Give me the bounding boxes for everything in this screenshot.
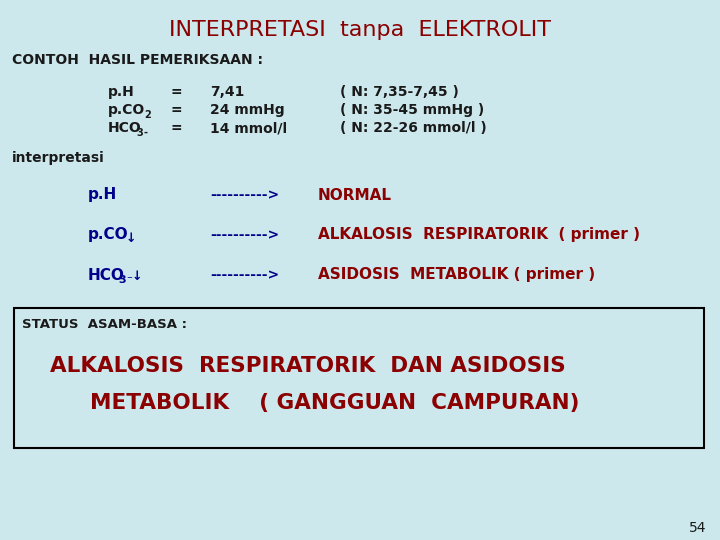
Text: ALKALOSIS  RESPIRATORIK  DAN ASIDOSIS: ALKALOSIS RESPIRATORIK DAN ASIDOSIS: [50, 356, 566, 376]
Text: interpretasi: interpretasi: [12, 151, 104, 165]
Text: CONTOH  HASIL PEMERIKSAAN :: CONTOH HASIL PEMERIKSAAN :: [12, 53, 263, 67]
Text: ALKALOSIS  RESPIRATORIK  ( primer ): ALKALOSIS RESPIRATORIK ( primer ): [318, 227, 640, 242]
Text: METABOLIK    ( GANGGUAN  CAMPURAN): METABOLIK ( GANGGUAN CAMPURAN): [90, 393, 580, 413]
Text: p.H: p.H: [108, 85, 135, 99]
Text: ---------->: ---------->: [210, 188, 279, 202]
Text: 3: 3: [136, 128, 143, 138]
Text: HCO: HCO: [88, 267, 125, 282]
Text: ( N: 22-26 mmol/l ): ( N: 22-26 mmol/l ): [340, 121, 487, 135]
Text: =: =: [170, 103, 181, 117]
Text: INTERPRETASI  tanpa  ELEKTROLIT: INTERPRETASI tanpa ELEKTROLIT: [169, 20, 551, 40]
Text: p.H: p.H: [88, 187, 117, 202]
Text: p.CO: p.CO: [88, 227, 129, 242]
Text: 7,41: 7,41: [210, 85, 244, 99]
Text: ASIDOSIS  METABOLIK ( primer ): ASIDOSIS METABOLIK ( primer ): [318, 267, 595, 282]
Text: 3: 3: [118, 275, 125, 285]
Text: p.CO: p.CO: [108, 103, 145, 117]
Text: 2: 2: [144, 110, 150, 120]
Text: HCO: HCO: [108, 121, 142, 135]
Text: =: =: [170, 121, 181, 135]
Text: ↓: ↓: [132, 271, 143, 284]
Text: ↓: ↓: [126, 233, 137, 246]
Text: ---------->: ---------->: [210, 268, 279, 282]
Text: 54: 54: [688, 521, 706, 535]
Text: ( N: 7,35-7,45 ): ( N: 7,35-7,45 ): [340, 85, 459, 99]
FancyBboxPatch shape: [14, 308, 704, 448]
Text: ⁻: ⁻: [126, 275, 132, 285]
Text: -: -: [144, 128, 148, 138]
Text: STATUS  ASAM-BASA :: STATUS ASAM-BASA :: [22, 318, 187, 330]
Text: ---------->: ---------->: [210, 228, 279, 242]
Text: 24 mmHg: 24 mmHg: [210, 103, 284, 117]
Text: ( N: 35-45 mmHg ): ( N: 35-45 mmHg ): [340, 103, 485, 117]
Text: 14 mmol/l: 14 mmol/l: [210, 121, 287, 135]
Text: =: =: [170, 85, 181, 99]
Text: NORMAL: NORMAL: [318, 187, 392, 202]
